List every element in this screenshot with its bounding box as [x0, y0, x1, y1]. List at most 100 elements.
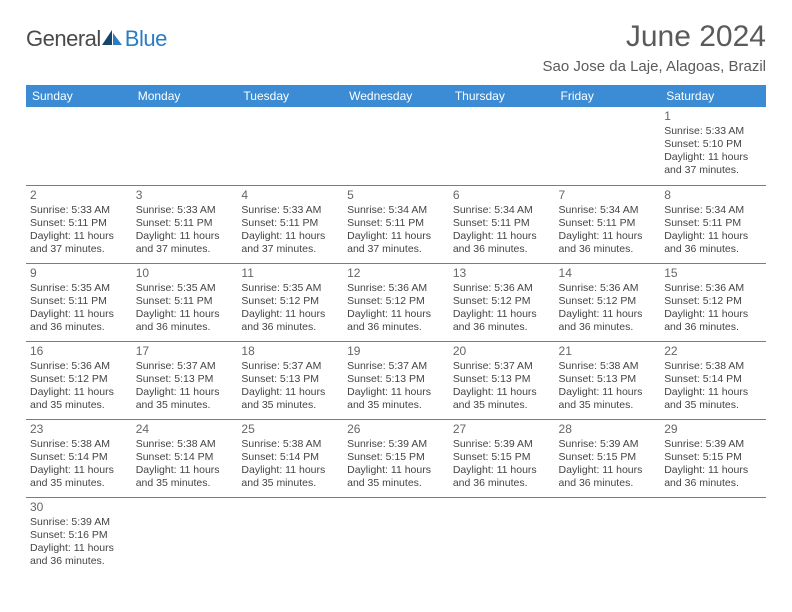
sunset-line: Sunset: 5:14 PM: [136, 451, 234, 464]
daylight-line: Daylight: 11 hours and 36 minutes.: [664, 308, 762, 334]
sunrise-line: Sunrise: 5:36 AM: [347, 282, 445, 295]
day-cell: 20Sunrise: 5:37 AMSunset: 5:13 PMDayligh…: [449, 341, 555, 419]
sunrise-line: Sunrise: 5:34 AM: [664, 204, 762, 217]
daylight-line: Daylight: 11 hours and 35 minutes.: [347, 386, 445, 412]
sunrise-line: Sunrise: 5:37 AM: [453, 360, 551, 373]
week-row: 2Sunrise: 5:33 AMSunset: 5:11 PMDaylight…: [26, 185, 766, 263]
sunset-line: Sunset: 5:15 PM: [664, 451, 762, 464]
daylight-line: Daylight: 11 hours and 36 minutes.: [453, 308, 551, 334]
sunset-line: Sunset: 5:12 PM: [559, 295, 657, 308]
daylight-line: Daylight: 11 hours and 36 minutes.: [559, 230, 657, 256]
sunset-line: Sunset: 5:13 PM: [136, 373, 234, 386]
sunset-line: Sunset: 5:12 PM: [347, 295, 445, 308]
day-cell: 27Sunrise: 5:39 AMSunset: 5:15 PMDayligh…: [449, 419, 555, 497]
day-cell: 23Sunrise: 5:38 AMSunset: 5:14 PMDayligh…: [26, 419, 132, 497]
day-number: 17: [136, 344, 234, 359]
sunrise-line: Sunrise: 5:38 AM: [664, 360, 762, 373]
day-cell: 8Sunrise: 5:34 AMSunset: 5:11 PMDaylight…: [660, 185, 766, 263]
day-number: 19: [347, 344, 445, 359]
day-cell: [237, 107, 343, 185]
sunrise-line: Sunrise: 5:33 AM: [664, 125, 762, 138]
day-cell: 19Sunrise: 5:37 AMSunset: 5:13 PMDayligh…: [343, 341, 449, 419]
sunset-line: Sunset: 5:11 PM: [453, 217, 551, 230]
day-cell: 7Sunrise: 5:34 AMSunset: 5:11 PMDaylight…: [555, 185, 661, 263]
day-number: 30: [30, 500, 128, 515]
daylight-line: Daylight: 11 hours and 37 minutes.: [136, 230, 234, 256]
sunset-line: Sunset: 5:11 PM: [347, 217, 445, 230]
sunrise-line: Sunrise: 5:39 AM: [30, 516, 128, 529]
sunrise-line: Sunrise: 5:39 AM: [347, 438, 445, 451]
day-cell: [132, 497, 238, 575]
sunset-line: Sunset: 5:14 PM: [241, 451, 339, 464]
day-cell: 24Sunrise: 5:38 AMSunset: 5:14 PMDayligh…: [132, 419, 238, 497]
sunrise-line: Sunrise: 5:39 AM: [559, 438, 657, 451]
sail-icon: [101, 29, 123, 52]
day-cell: 14Sunrise: 5:36 AMSunset: 5:12 PMDayligh…: [555, 263, 661, 341]
day-cell: 9Sunrise: 5:35 AMSunset: 5:11 PMDaylight…: [26, 263, 132, 341]
page-title: June 2024: [543, 20, 766, 54]
day-number: 1: [664, 109, 762, 124]
day-number: 20: [453, 344, 551, 359]
sunrise-line: Sunrise: 5:35 AM: [30, 282, 128, 295]
daylight-line: Daylight: 11 hours and 36 minutes.: [30, 308, 128, 334]
day-cell: [237, 497, 343, 575]
location-label: Sao Jose da Laje, Alagoas, Brazil: [543, 58, 766, 75]
day-cell: 22Sunrise: 5:38 AMSunset: 5:14 PMDayligh…: [660, 341, 766, 419]
daylight-line: Daylight: 11 hours and 36 minutes.: [664, 464, 762, 490]
week-row: 30Sunrise: 5:39 AMSunset: 5:16 PMDayligh…: [26, 497, 766, 575]
day-number: 28: [559, 422, 657, 437]
sunrise-line: Sunrise: 5:34 AM: [347, 204, 445, 217]
sunset-line: Sunset: 5:13 PM: [347, 373, 445, 386]
sunset-line: Sunset: 5:15 PM: [347, 451, 445, 464]
day-cell: [132, 107, 238, 185]
daylight-line: Daylight: 11 hours and 35 minutes.: [241, 386, 339, 412]
day-header-cell: Wednesday: [343, 85, 449, 107]
sunset-line: Sunset: 5:12 PM: [664, 295, 762, 308]
sunset-line: Sunset: 5:14 PM: [664, 373, 762, 386]
day-number: 21: [559, 344, 657, 359]
sunrise-line: Sunrise: 5:36 AM: [664, 282, 762, 295]
day-cell: [660, 497, 766, 575]
sunset-line: Sunset: 5:11 PM: [136, 217, 234, 230]
day-cell: [343, 497, 449, 575]
daylight-line: Daylight: 11 hours and 36 minutes.: [559, 308, 657, 334]
calendar-table: SundayMondayTuesdayWednesdayThursdayFrid…: [26, 85, 766, 575]
sunset-line: Sunset: 5:15 PM: [559, 451, 657, 464]
day-number: 2: [30, 188, 128, 203]
day-cell: 29Sunrise: 5:39 AMSunset: 5:15 PMDayligh…: [660, 419, 766, 497]
day-number: 3: [136, 188, 234, 203]
sunrise-line: Sunrise: 5:38 AM: [559, 360, 657, 373]
daylight-line: Daylight: 11 hours and 36 minutes.: [559, 464, 657, 490]
daylight-line: Daylight: 11 hours and 35 minutes.: [664, 386, 762, 412]
daylight-line: Daylight: 11 hours and 35 minutes.: [241, 464, 339, 490]
day-cell: [555, 497, 661, 575]
sunrise-line: Sunrise: 5:38 AM: [241, 438, 339, 451]
day-number: 8: [664, 188, 762, 203]
week-row: 23Sunrise: 5:38 AMSunset: 5:14 PMDayligh…: [26, 419, 766, 497]
sunrise-line: Sunrise: 5:34 AM: [453, 204, 551, 217]
day-number: 14: [559, 266, 657, 281]
day-number: 24: [136, 422, 234, 437]
sunset-line: Sunset: 5:11 PM: [136, 295, 234, 308]
day-number: 13: [453, 266, 551, 281]
day-number: 6: [453, 188, 551, 203]
sunrise-line: Sunrise: 5:33 AM: [30, 204, 128, 217]
sunset-line: Sunset: 5:11 PM: [30, 295, 128, 308]
daylight-line: Daylight: 11 hours and 35 minutes.: [453, 386, 551, 412]
daylight-line: Daylight: 11 hours and 36 minutes.: [347, 308, 445, 334]
day-cell: [555, 107, 661, 185]
sunrise-line: Sunrise: 5:36 AM: [30, 360, 128, 373]
daylight-line: Daylight: 11 hours and 35 minutes.: [136, 386, 234, 412]
day-number: 11: [241, 266, 339, 281]
sunrise-line: Sunrise: 5:39 AM: [453, 438, 551, 451]
sunset-line: Sunset: 5:11 PM: [30, 217, 128, 230]
sunrise-line: Sunrise: 5:33 AM: [136, 204, 234, 217]
daylight-line: Daylight: 11 hours and 36 minutes.: [664, 230, 762, 256]
sunrise-line: Sunrise: 5:36 AM: [559, 282, 657, 295]
day-cell: 3Sunrise: 5:33 AMSunset: 5:11 PMDaylight…: [132, 185, 238, 263]
day-number: 15: [664, 266, 762, 281]
daylight-line: Daylight: 11 hours and 37 minutes.: [664, 151, 762, 177]
sunset-line: Sunset: 5:14 PM: [30, 451, 128, 464]
sunrise-line: Sunrise: 5:34 AM: [559, 204, 657, 217]
day-header-cell: Thursday: [449, 85, 555, 107]
